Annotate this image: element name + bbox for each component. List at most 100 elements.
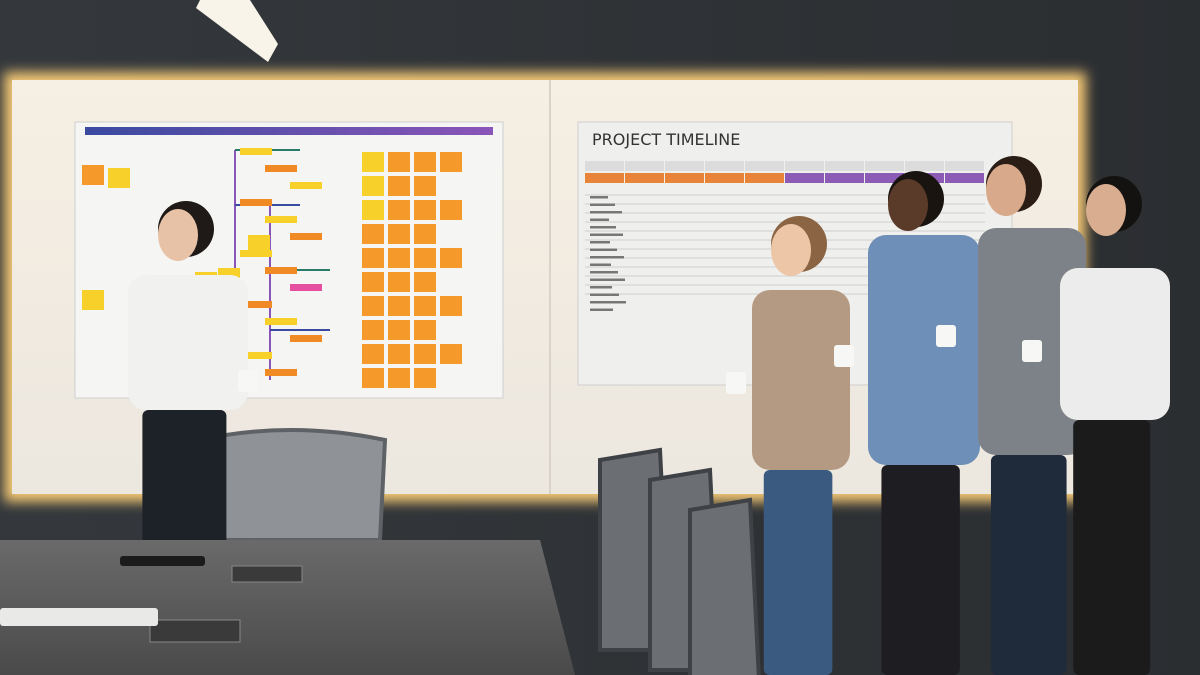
table-port [149, 619, 241, 643]
timeline-row-text [590, 241, 610, 244]
timeline-row-text [590, 218, 609, 221]
timeline-row-text [590, 256, 624, 259]
sticky-note [362, 320, 384, 340]
timeline-header-cell [585, 173, 624, 183]
timeline-row-text [590, 233, 623, 236]
sticky-note [440, 296, 462, 316]
flow-label [290, 233, 322, 240]
sticky-note [440, 200, 462, 220]
flow-label [290, 335, 322, 342]
person-head [771, 224, 811, 276]
flow-label [265, 267, 297, 274]
person-torso [752, 290, 850, 470]
timeline-date-cell [745, 161, 784, 171]
timeline-date-cell [705, 161, 744, 171]
sticky-note [362, 272, 384, 292]
flow-label [265, 216, 297, 223]
timeline-row-text [590, 293, 619, 296]
sticky-note [248, 235, 270, 255]
sticky-note [388, 152, 410, 172]
sticky-note [414, 200, 436, 220]
sticky-note [414, 176, 436, 196]
timeline-date-cell [865, 161, 904, 171]
sticky-note [82, 290, 104, 310]
person-legs [990, 455, 1067, 675]
timeline-row-text [590, 226, 616, 229]
coffee-mug [1022, 340, 1042, 362]
person-torso [128, 275, 248, 410]
sticky-note [414, 344, 436, 364]
flow-label [265, 318, 297, 325]
sticky-note [388, 224, 410, 244]
sticky-note [414, 272, 436, 292]
timeline-row-text [590, 278, 625, 281]
person-legs [763, 470, 833, 675]
timeline-date-cell [945, 161, 984, 171]
sticky-note [414, 152, 436, 172]
timeline-header-cell [865, 173, 904, 183]
timeline-row-text [590, 203, 615, 206]
board-header-bar [85, 127, 493, 135]
phone [120, 556, 205, 566]
flow-label [240, 148, 272, 155]
coffee-mug [726, 372, 746, 394]
timeline-header-cell [665, 173, 704, 183]
sticky-note [388, 176, 410, 196]
sticky-note [414, 296, 436, 316]
timeline-date-cell [665, 161, 704, 171]
sticky-note [362, 152, 384, 172]
timeline-row-text [590, 301, 626, 304]
timeline-date-cell [825, 161, 864, 171]
timeline-row-text [590, 271, 618, 274]
person-head [986, 164, 1026, 216]
timeline-date-cell [785, 161, 824, 171]
office-chair [688, 497, 761, 675]
sticky-note [362, 176, 384, 196]
sticky-note [388, 296, 410, 316]
person-head [888, 179, 928, 231]
ceiling-light [196, 0, 278, 62]
office-chair [197, 428, 388, 542]
flow-label [290, 182, 322, 189]
sticky-note [414, 320, 436, 340]
sticky-note [440, 344, 462, 364]
coffee-mug [834, 345, 854, 367]
timeline-header-cell [825, 173, 864, 183]
sticky-note [362, 200, 384, 220]
flow-label [265, 369, 297, 376]
sticky-note [388, 344, 410, 364]
flow-label [240, 301, 272, 308]
timeline-row-text [590, 308, 613, 311]
sticky-note [388, 200, 410, 220]
timeline-row-text [590, 248, 617, 251]
flow-label [240, 352, 272, 359]
sticky-note [388, 248, 410, 268]
sticky-note [362, 296, 384, 316]
timeline-row-text [590, 196, 608, 199]
person-head [1086, 184, 1126, 236]
timeline-title: PROJECT TIMELINE [592, 130, 740, 149]
sticky-note [388, 272, 410, 292]
timeline-date-cell [585, 161, 624, 171]
sticky-note [362, 224, 384, 244]
person-torso [868, 235, 980, 465]
timeline-header-cell [785, 173, 824, 183]
notepad [0, 608, 158, 626]
sticky-note [414, 248, 436, 268]
timeline-row-text [590, 263, 611, 266]
timeline-date-cell [625, 161, 664, 171]
scene-details [0, 148, 1170, 675]
sticky-note [414, 368, 436, 388]
coffee-mug [238, 370, 258, 392]
timeline-row-text [590, 286, 612, 289]
sticky-note [108, 168, 130, 188]
flow-label [265, 165, 297, 172]
person-legs [881, 465, 960, 675]
timeline-header-cell [945, 173, 984, 183]
timeline-row-text [590, 211, 622, 214]
sticky-note [362, 344, 384, 364]
sticky-note [362, 368, 384, 388]
person-torso [1060, 268, 1170, 420]
